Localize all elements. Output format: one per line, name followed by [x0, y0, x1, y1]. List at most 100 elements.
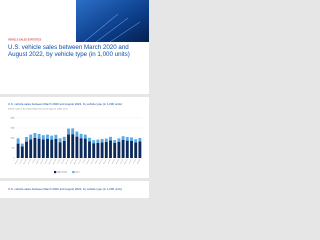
x-tick-label: Aug 2022	[136, 158, 142, 165]
bar-segment	[50, 135, 54, 140]
bar-segment	[29, 134, 33, 140]
x-tick-label: Mar 2020	[15, 159, 20, 165]
chart: 0 500 1000 1500 2000 Mar 2020 Apr 2020 May 2020…	[11, 117, 142, 174]
next-slide-title: U.S. vehicle sales between March 2020 an…	[8, 187, 122, 191]
cover-title-box: U.S. vehicle sales between March 2020 an…	[8, 44, 130, 58]
bar-segment	[20, 146, 24, 158]
bar-segment	[134, 142, 138, 158]
bar-segment	[33, 138, 37, 158]
x-tick-label: Apr 2022	[119, 158, 124, 164]
bar-segment	[33, 133, 37, 138]
bar-segment	[104, 142, 108, 158]
bar-segment	[130, 141, 133, 158]
chart-subtitle: Vehicle sales in the United States by ve…	[8, 108, 68, 111]
x-tick-label: May 2022	[124, 159, 129, 165]
x-tick-label: May 2021	[73, 159, 78, 165]
bar-segment	[46, 139, 49, 158]
y-tick-label: 2000	[11, 117, 15, 119]
x-tick-label: Nov 2021	[99, 159, 104, 165]
bar-segment	[37, 138, 41, 158]
bar-segment	[62, 140, 66, 158]
bar-segment	[75, 131, 79, 137]
x-tick-label: Oct 2020	[43, 158, 48, 164]
bar-segment	[104, 138, 108, 142]
bar-segment	[92, 143, 96, 158]
bar-segment	[83, 138, 87, 158]
x-tick-label: Nov 2020	[48, 159, 53, 165]
bar-segment	[96, 142, 100, 158]
legend-label: Light trucks	[57, 171, 67, 174]
bar-segment	[138, 141, 142, 158]
legend-swatch	[54, 171, 57, 174]
x-tick-label: Aug 2020	[35, 158, 41, 165]
bar-segment	[25, 141, 28, 158]
bar-segment	[100, 142, 104, 158]
bar-segment	[41, 139, 45, 158]
bar-segment	[16, 138, 20, 144]
bar-segment	[83, 134, 87, 139]
x-tick-label: May 2020	[23, 159, 28, 165]
bar-segment	[25, 137, 28, 142]
bar-segment	[46, 134, 49, 139]
bar-segment	[113, 140, 117, 143]
x-tick-label: Jul 2020	[32, 159, 36, 164]
bar-segment	[125, 137, 129, 141]
bar-segment	[62, 136, 66, 141]
bar-segment	[113, 143, 117, 158]
bar-segment	[96, 139, 100, 143]
x-tick-label: Oct 2021	[94, 158, 99, 164]
x-tick-label: Apr 2020	[18, 158, 23, 164]
x-tick-label: Dec 2021	[103, 159, 108, 165]
x-tick-label: Jun 2022	[128, 159, 133, 165]
bar-segment	[109, 136, 112, 141]
bar-segment	[138, 138, 142, 142]
bar-segment	[71, 128, 75, 135]
next-slide	[0, 181, 149, 198]
x-tick-label: Mar 2021	[65, 159, 70, 165]
bar-segment	[121, 136, 125, 140]
y-tick-label: 1000	[11, 137, 15, 139]
bar-segment	[130, 137, 133, 141]
bar-segment	[88, 137, 91, 142]
bar-segment	[100, 139, 104, 143]
bar-segment	[75, 136, 79, 158]
bar-segment	[67, 128, 70, 135]
x-tick-label: Aug 2021	[85, 158, 91, 165]
bar-segment	[50, 139, 54, 158]
x-tick-label: Jul 2021	[82, 159, 86, 164]
bar-segment	[117, 138, 121, 142]
bar-segment	[117, 141, 121, 158]
bar-segment	[121, 140, 125, 158]
bar-segment	[58, 142, 62, 158]
x-tick-label: Feb 2022	[111, 159, 116, 165]
photo-decoration	[83, 13, 141, 43]
x-tick-label: Feb 2021	[61, 159, 66, 165]
document: VEHICLE SALES STATISTICS U.S. vehicle sa…	[0, 0, 149, 198]
cover-photo	[76, 0, 149, 42]
x-tick-label: Dec 2020	[53, 159, 58, 165]
bar-segment	[58, 138, 62, 143]
x-tick-label: Jan 2022	[107, 159, 112, 165]
bar-segment	[79, 138, 83, 158]
bar-segment	[41, 135, 45, 140]
y-tick-label: 1500	[11, 127, 15, 129]
bar-segment	[16, 143, 20, 158]
legend-label: Cars	[75, 172, 79, 174]
chart-title: U.S. vehicle sales between March 2020 an…	[8, 102, 122, 106]
bar-segment	[71, 134, 75, 158]
legend-swatch	[72, 171, 75, 174]
bar-segment	[67, 134, 70, 158]
bar-segment	[109, 140, 112, 158]
bar-segment	[54, 139, 58, 158]
y-tick-label: 500	[12, 147, 15, 149]
cover-kicker: VEHICLE SALES STATISTICS	[8, 39, 42, 42]
bar-segment	[29, 139, 33, 158]
x-tick-label: Sep 2021	[90, 159, 95, 165]
x-tick-label: Jun 2021	[78, 159, 83, 165]
bar-segment	[92, 140, 96, 144]
bar-segment	[88, 141, 91, 158]
bar-segment	[125, 140, 129, 158]
bar-segment	[20, 143, 24, 147]
x-tick-label: Mar 2022	[116, 159, 121, 165]
bar-segment	[37, 134, 41, 139]
